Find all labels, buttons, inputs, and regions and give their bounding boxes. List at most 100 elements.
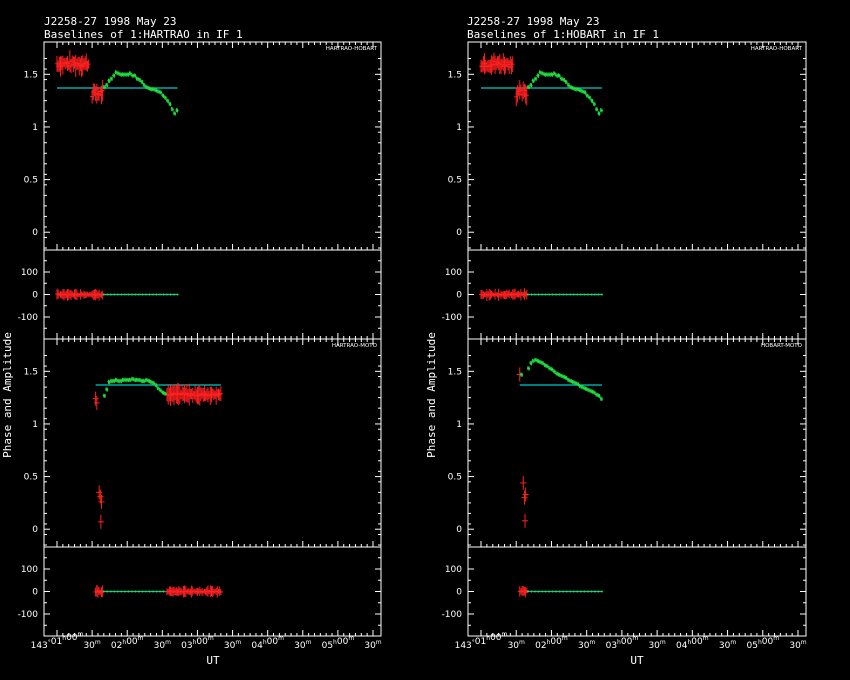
time-value: 30 [648, 641, 660, 651]
time-tick-label: 03h00m [181, 635, 214, 651]
time-unit-superscript: m [78, 631, 84, 638]
time-unit-superscript: m [519, 639, 525, 646]
left-title-line1: J2258-27 1998 May 23 [44, 15, 176, 28]
time-unit-superscript: m [801, 639, 807, 646]
time-unit-superscript: h [617, 639, 621, 646]
right-title-line2: Baselines of 1:HOBART in IF 1 [467, 28, 659, 41]
time-value: 00 [196, 637, 208, 647]
time-value: 30 [719, 641, 731, 651]
phase-tick-label: 100 [21, 565, 38, 575]
time-unit-superscript: m [376, 639, 382, 646]
time-value: 02 [535, 641, 546, 651]
time-value: 00 [762, 637, 774, 647]
time-value: 30 [578, 641, 590, 651]
amp-tick-label: 1 [32, 420, 38, 430]
amp-tick-label: 0 [32, 525, 38, 535]
time-value: 00 [337, 637, 349, 647]
left-xlabel: UT [206, 654, 220, 667]
amp-tick-label: 1.5 [448, 367, 462, 377]
time-unit-superscript: h [62, 635, 66, 642]
time-tick-label: 30m [719, 639, 736, 651]
time-unit-superscript: m [138, 635, 144, 642]
time-unit-superscript: h [486, 635, 490, 642]
phase-tick-label: 0 [456, 291, 462, 301]
time-tick-label: 30m [294, 639, 311, 651]
time-unit-superscript: m [632, 635, 638, 642]
time-value: 00 [66, 633, 78, 643]
time-value: 02 [111, 641, 122, 651]
time-unit-superscript: ° [472, 639, 475, 646]
time-unit-superscript: m [703, 635, 709, 642]
left-ylabel: Phase and Amplitude [1, 332, 14, 458]
amp-tick-label: 0.5 [448, 473, 462, 483]
time-tick-label: 05h00m [322, 635, 355, 651]
time-tick-label: 30m [154, 639, 171, 651]
right-ylabel: Phase and Amplitude [425, 332, 438, 458]
phase-tick-label: -100 [18, 610, 39, 620]
time-value: 05 [746, 641, 757, 651]
time-unit-superscript: m [730, 639, 736, 646]
time-tick-label: 02h00m [535, 635, 568, 651]
amp-tick-label: 0 [456, 228, 462, 238]
time-unit-superscript: m [95, 639, 101, 646]
time-unit-superscript: m [660, 639, 666, 646]
time-value: 01 [51, 637, 62, 647]
time-unit-superscript: m [589, 639, 595, 646]
right-xlabel: UT [630, 654, 644, 667]
amp-tick-label: 1 [456, 420, 462, 430]
time-unit-superscript: m [502, 631, 508, 638]
amp-tick-label: 1 [32, 123, 38, 133]
time-value: 143 [455, 641, 472, 651]
time-unit-superscript: m [562, 635, 568, 642]
baseline-label: HARTRAO-MOTO [332, 343, 378, 349]
time-tick-label: 30m [83, 639, 100, 651]
time-value: 00 [267, 637, 279, 647]
time-value: 05 [322, 641, 333, 651]
time-value: 30 [364, 641, 376, 651]
time-tick-label: 143°01h00m [31, 631, 84, 651]
time-tick-label: 04h00m [676, 635, 709, 651]
time-value: 30 [154, 641, 166, 651]
time-unit-superscript: m [773, 635, 779, 642]
time-unit-superscript: h [263, 639, 267, 646]
time-value: 00 [621, 637, 633, 647]
time-tick-label: 30m [224, 639, 241, 651]
time-unit-superscript: m [165, 639, 171, 646]
phase-tick-label: -100 [442, 610, 463, 620]
phase-tick-label: 100 [445, 268, 462, 278]
time-unit-superscript: m [278, 635, 284, 642]
amp-tick-label: 1 [456, 123, 462, 133]
time-unit-superscript: m [208, 635, 214, 642]
right-title-line1: J2258-27 1998 May 23 [467, 15, 599, 28]
time-tick-label: 05h00m [746, 635, 779, 651]
time-unit-superscript: m [235, 639, 241, 646]
amp-tick-label: 0.5 [24, 473, 38, 483]
panel-frame [467, 338, 807, 637]
time-tick-label: 30m [648, 639, 665, 651]
phase-tick-label: -100 [442, 313, 463, 323]
time-value: 04 [251, 641, 263, 651]
time-unit-superscript: h [687, 639, 691, 646]
time-value: 30 [224, 641, 236, 651]
amp-tick-label: 0 [456, 525, 462, 535]
time-unit-superscript: h [547, 639, 551, 646]
time-value: 30 [508, 641, 520, 651]
phase-tick-label: 100 [445, 565, 462, 575]
panel-frame [43, 338, 382, 637]
time-unit-superscript: h [122, 639, 126, 646]
time-value: 03 [606, 641, 617, 651]
time-value: 04 [676, 641, 688, 651]
time-tick-label: 30m [578, 639, 595, 651]
baseline-label: HOBART-MOTO [761, 343, 803, 349]
time-value: 01 [475, 637, 486, 647]
phase-tick-label: 0 [32, 291, 38, 301]
phase-tick-label: 0 [32, 588, 38, 598]
time-unit-superscript: m [306, 639, 312, 646]
time-unit-superscript: h [193, 639, 197, 646]
time-value: 30 [789, 641, 801, 651]
time-value: 03 [181, 641, 192, 651]
time-value: 30 [83, 641, 95, 651]
time-value: 00 [691, 637, 703, 647]
time-tick-label: 03h00m [606, 635, 639, 651]
